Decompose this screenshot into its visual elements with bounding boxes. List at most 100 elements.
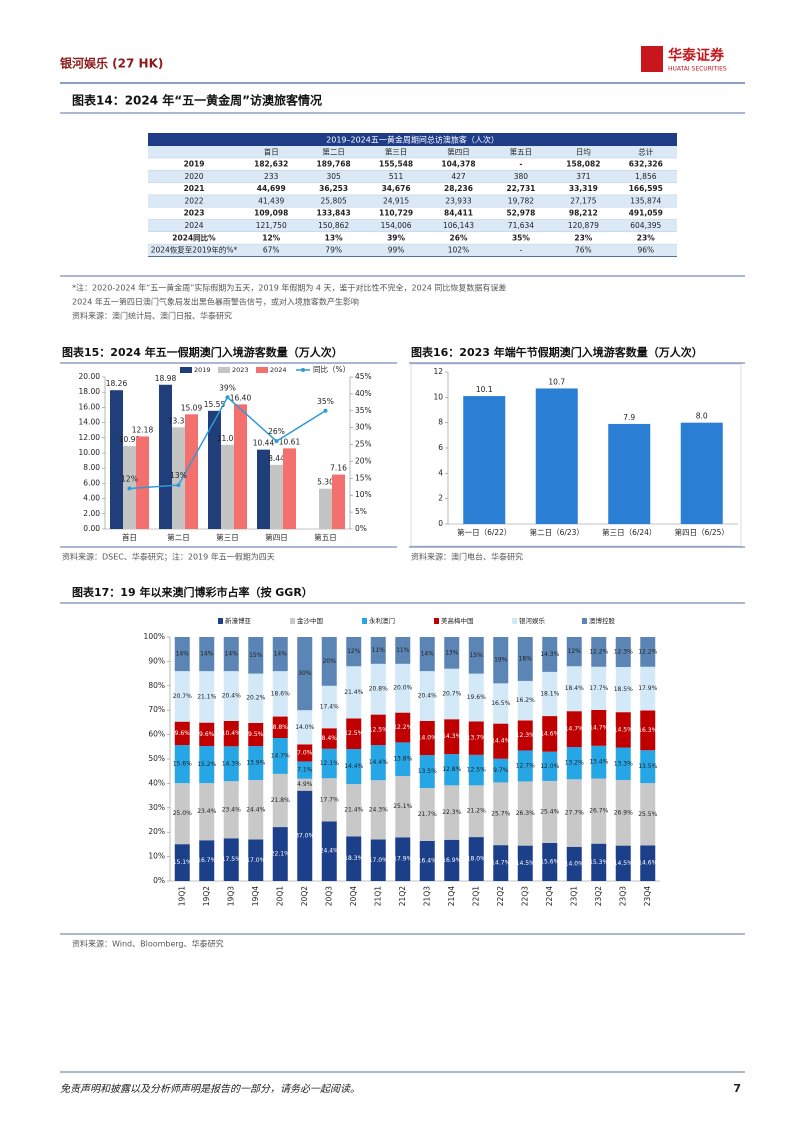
data-label: 17.7% <box>320 796 339 803</box>
bar-segment <box>248 722 264 747</box>
data-label: 20.4% <box>418 693 437 700</box>
logo-cn: 华泰证券 <box>668 47 725 64</box>
data-label: 12.2% <box>638 648 657 655</box>
y2-tick-label: 30% <box>355 423 372 432</box>
bar-segment <box>199 783 215 841</box>
data-label: 20% <box>323 658 337 665</box>
note: 资料来源：澳门统计局、澳门日报、华泰研究 <box>72 311 232 321</box>
bar-segment <box>321 728 337 749</box>
x-tick-label: 21Q2 <box>398 886 407 906</box>
table-cell: - <box>520 246 523 255</box>
bar-segment <box>395 742 411 777</box>
bar-segment <box>542 716 558 752</box>
line-marker <box>127 486 132 491</box>
table-cell: 305 <box>326 172 341 181</box>
bar-segment <box>346 718 362 749</box>
y-tick-label: 100% <box>144 632 165 641</box>
table-cell: 23% <box>574 233 592 242</box>
data-label: 14.5% <box>516 860 535 867</box>
data-label: 37.0% <box>295 832 314 839</box>
y-tick-label: 30% <box>148 803 165 812</box>
bar-segment <box>370 663 386 715</box>
y-tick-label: 80% <box>148 681 165 690</box>
bar-segment <box>566 779 582 847</box>
bar-segment <box>346 748 362 785</box>
table-cell: 52,978 <box>506 209 535 218</box>
table-cell: 19,782 <box>508 196 534 205</box>
data-label: 14.0% <box>565 860 584 867</box>
bar-segment <box>297 637 313 711</box>
data-label: 10.91 <box>119 435 141 444</box>
data-label: 26.7% <box>589 808 608 815</box>
table-cell: 371 <box>576 172 591 181</box>
line-marker <box>225 395 230 400</box>
bar-segment <box>248 673 264 723</box>
data-label: 7.0% <box>297 749 313 756</box>
bar-segment <box>493 758 509 783</box>
data-label: 23.4% <box>197 808 216 815</box>
data-label: 13.5% <box>418 768 437 775</box>
bar-segment <box>297 790 313 881</box>
data-label: 4.9% <box>297 781 313 788</box>
table-cell: 98,212 <box>569 209 598 218</box>
bar <box>136 436 149 529</box>
bar-segment <box>346 637 362 667</box>
bar-segment <box>493 637 509 684</box>
data-label: 5.30 <box>317 478 334 487</box>
x-tick-label: 19Q3 <box>226 886 235 906</box>
bar-segment <box>174 721 190 746</box>
y-tick-label: 50% <box>148 754 165 763</box>
column-header: 第三日 <box>385 147 408 157</box>
bar-segment <box>419 671 435 721</box>
data-label: 12.7% <box>516 762 535 769</box>
data-label: 13.3% <box>614 760 633 767</box>
data-label: 14.0% <box>295 724 314 731</box>
legend-swatch <box>218 618 223 624</box>
data-label: 11.07 <box>217 434 239 443</box>
bar-segment <box>640 666 656 711</box>
x-tick-label: 22Q2 <box>496 886 505 906</box>
page-number: 7 <box>733 1082 741 1095</box>
bar-segment <box>199 671 215 723</box>
data-label: 14.7% <box>565 726 584 733</box>
y-tick-label: 14.00 <box>79 418 101 427</box>
data-label: 18.1% <box>540 690 559 697</box>
data-label: 12.2% <box>589 648 608 655</box>
bar-segment <box>248 637 264 674</box>
data-label: 20.2% <box>246 695 265 702</box>
bar-segment <box>346 784 362 837</box>
x-tick-label: 21Q1 <box>373 886 382 906</box>
data-label: 20.8% <box>369 686 388 693</box>
bar-segment <box>223 838 239 881</box>
bar-segment <box>174 783 190 845</box>
data-label: 18.6% <box>271 690 290 697</box>
legend-swatch <box>256 367 268 373</box>
row-header: 2024同比% <box>172 232 216 242</box>
data-label: 17.7% <box>589 685 608 692</box>
data-label: 17.9% <box>638 685 657 692</box>
bar-segment <box>493 723 509 759</box>
table-cell: 106,143 <box>443 221 474 230</box>
data-label: 14.6% <box>540 730 559 737</box>
bar-segment <box>174 671 190 722</box>
data-label: 7.1% <box>297 767 313 774</box>
bar-segment <box>444 839 460 881</box>
table-cell: 233 <box>264 172 279 181</box>
data-label: 14.3% <box>540 651 559 658</box>
bar <box>283 448 296 529</box>
data-label: 39% <box>219 383 236 392</box>
data-label: 12% <box>347 648 361 655</box>
data-label: 25.0% <box>173 810 192 817</box>
data-label: 20.4% <box>222 693 241 700</box>
data-label: 14.4% <box>344 763 363 770</box>
x-tick-label: 21Q4 <box>447 886 456 906</box>
y-tick-label: 70% <box>148 705 165 714</box>
data-label: 9.6% <box>175 730 191 737</box>
x-tick-label: 19Q1 <box>177 886 186 906</box>
bar <box>159 384 172 529</box>
table-cell: 44,699 <box>257 184 286 193</box>
data-label: 20.7% <box>442 690 461 697</box>
bar <box>221 444 234 529</box>
table-header-bg <box>148 146 677 158</box>
y2-tick-label: 25% <box>355 440 372 449</box>
